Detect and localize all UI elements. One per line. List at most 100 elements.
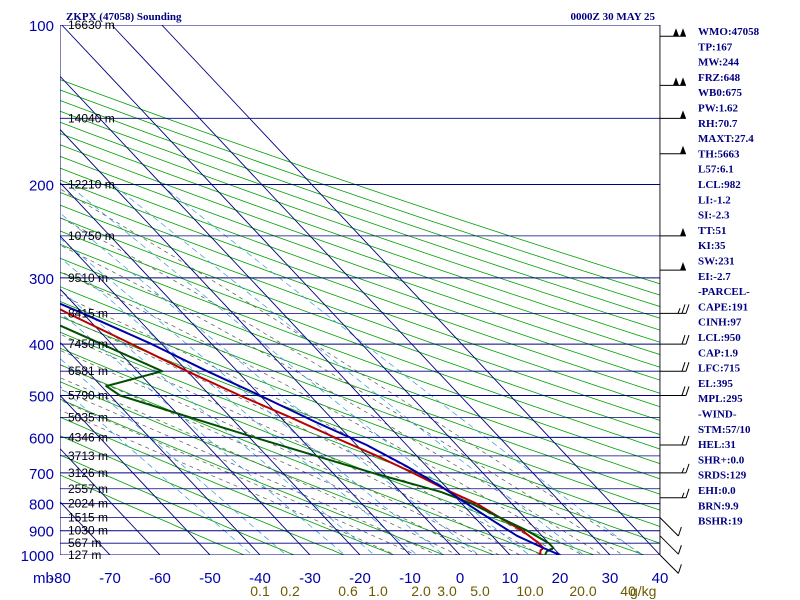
stability-index: WB0:675 — [698, 87, 743, 99]
pressure-tick-label: 900 — [29, 524, 54, 541]
stability-index: CAP:1.9 — [698, 347, 739, 359]
mixing-ratio-line — [60, 288, 375, 555]
isotherm — [60, 447, 161, 555]
stability-index: L57:6.1 — [698, 164, 734, 176]
moist-adiabat — [60, 409, 397, 555]
wind-barb — [659, 535, 682, 555]
stability-index: LI:-1.2 — [698, 194, 731, 206]
stability-index: EL:395 — [698, 378, 733, 390]
pressure-tick-label: 600 — [29, 430, 54, 447]
height-label: 12210 m — [68, 178, 115, 192]
wind-barb — [660, 77, 686, 86]
pressure-tick-label: 800 — [29, 497, 54, 514]
dry-adiabat — [60, 364, 546, 555]
pressure-tick-label: 300 — [29, 271, 54, 288]
dry-adiabat — [60, 144, 660, 356]
height-label: 9510 m — [68, 271, 108, 285]
mixing-ratio-label: 2.0 — [411, 583, 431, 599]
dry-adiabat — [60, 79, 660, 285]
barb-shaft — [659, 517, 679, 537]
barb-flag — [680, 77, 686, 86]
stability-index: TH:5663 — [698, 148, 740, 160]
height-label: 6581 m — [68, 364, 108, 378]
height-label: 3713 m — [68, 449, 108, 463]
mixing-ratio-line — [60, 257, 418, 555]
height-label: 16630 m — [68, 18, 115, 32]
barb-half — [681, 467, 685, 474]
dry-adiabat — [60, 454, 296, 555]
stability-index: CAPE:191 — [698, 301, 748, 313]
dry-adiabat — [60, 100, 660, 307]
stability-index: SW:231 — [698, 256, 735, 268]
barb-flag — [680, 110, 686, 119]
isotherm — [161, 25, 660, 555]
temperature-tick-label: -20 — [349, 570, 371, 587]
dry-adiabat — [60, 271, 660, 495]
wind-barb — [660, 28, 686, 37]
wind-barb — [660, 227, 686, 237]
barb-full — [685, 488, 690, 498]
mixing-ratio-label: 0.1 — [250, 583, 270, 599]
stability-index: STM:57/10 — [698, 424, 751, 436]
dry-adiabat — [60, 179, 660, 394]
wind-barb — [660, 334, 690, 345]
stability-index: SHR+:0.0 — [698, 454, 745, 466]
barb-full — [677, 526, 682, 537]
background-grid — [60, 25, 660, 555]
pressure-tick-label: 400 — [29, 337, 54, 354]
temperature-tick-label: -10 — [399, 570, 421, 587]
dry-adiabat — [60, 301, 660, 527]
dry-adiabat — [60, 416, 396, 555]
barb-full — [685, 463, 690, 474]
stability-index: SRDS:129 — [698, 470, 747, 482]
stability-index: TP:167 — [698, 41, 733, 53]
wind-barb — [660, 262, 686, 271]
isotherm — [60, 394, 211, 555]
height-label: 567 m — [68, 536, 101, 550]
mixing-ratio-label: 1.0 — [368, 583, 388, 599]
isotherm — [60, 235, 361, 555]
wind-barbs — [659, 25, 690, 574]
height-label: 2557 m — [68, 482, 108, 496]
height-label: 7450 m — [68, 337, 108, 351]
mixing-ratio-unit: g/kg — [630, 583, 656, 599]
dry-adiabat — [60, 257, 660, 480]
barb-full — [685, 386, 690, 396]
dewpoint-profile — [60, 324, 555, 555]
moist-adiabat — [60, 364, 480, 555]
temperature-tick-label: -30 — [299, 570, 321, 587]
temperature-tick-label: -50 — [199, 570, 221, 587]
stability-index: CINH:97 — [698, 317, 742, 329]
temperature-tick-label: -40 — [249, 570, 271, 587]
height-label: 14040 m — [68, 111, 115, 125]
wind-barb — [660, 110, 686, 119]
dry-adiabat — [60, 230, 660, 450]
moist-adiabat — [60, 216, 624, 555]
temperature-tick-label: 30 — [602, 570, 619, 587]
axis-corner-label: mb — [33, 570, 54, 587]
dry-adiabat — [60, 474, 246, 555]
dry-adiabat — [60, 217, 660, 435]
wind-barb — [660, 463, 690, 474]
dry-adiabat — [60, 243, 660, 465]
mixing-ratio-label: 0.2 — [280, 583, 300, 599]
barb-full — [681, 304, 686, 314]
stability-index: FRZ:648 — [698, 72, 741, 84]
stability-index: LFC:715 — [698, 363, 741, 375]
stability-index: KI:35 — [698, 240, 726, 252]
wind-barb — [660, 145, 686, 155]
wind-barb — [660, 386, 690, 396]
mixing-ratio-line — [60, 385, 253, 555]
mixing-ratio-label: 20.0 — [569, 583, 596, 599]
barb-flag — [680, 227, 686, 236]
mixing-ratio-label: 10.0 — [516, 583, 543, 599]
barb-flag — [680, 28, 686, 37]
barb-flag — [673, 28, 679, 37]
sounding-profiles — [60, 302, 563, 555]
barb-full — [681, 435, 686, 446]
isotherm — [60, 75, 511, 555]
mixing-ratio-line — [67, 184, 530, 555]
temperature-tick-label: 40 — [652, 570, 669, 587]
moist-adiabat — [60, 399, 417, 555]
stability-index: HEL:31 — [698, 439, 736, 451]
